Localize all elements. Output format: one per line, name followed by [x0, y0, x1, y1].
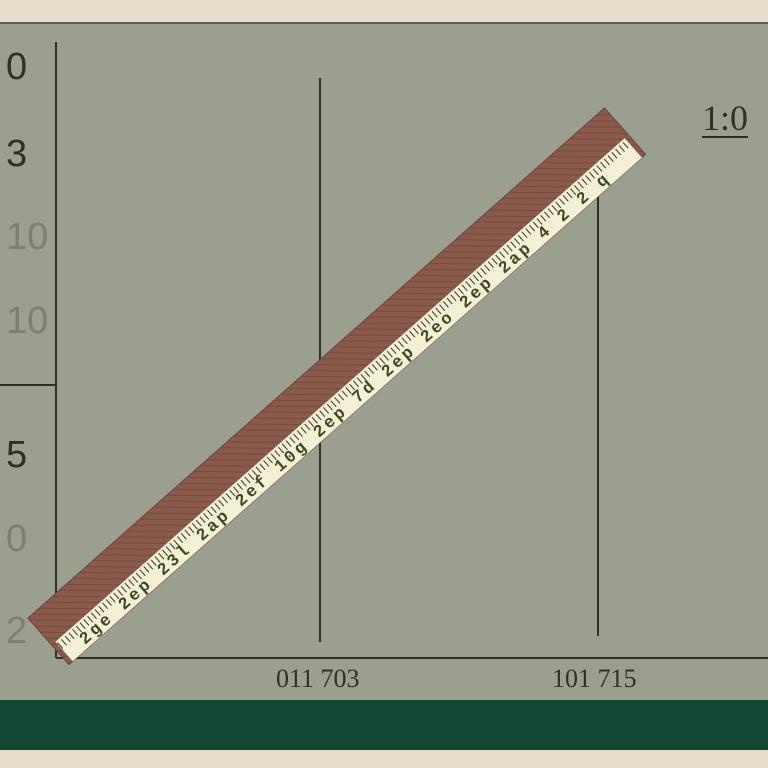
- axis-label-middle: 011 703: [276, 664, 360, 693]
- left-label-5: 0: [6, 518, 28, 560]
- corner-label: 1:0: [701, 98, 748, 138]
- ruler-face: [55, 138, 642, 662]
- bottom-edge: [0, 750, 768, 768]
- left-label-0: 0: [6, 46, 28, 88]
- left-label-2: 10: [6, 216, 49, 258]
- left-label-1: 3: [6, 133, 28, 175]
- ruler-wood-body: [27, 107, 647, 666]
- axis-label-right: 101 715: [552, 664, 637, 693]
- left-label-4: 5: [6, 434, 28, 476]
- ruler-ticks: [55, 138, 632, 650]
- bottom-strip: [0, 700, 768, 750]
- left-label-3: 10: [6, 300, 49, 342]
- left-label-6: 2: [6, 610, 28, 652]
